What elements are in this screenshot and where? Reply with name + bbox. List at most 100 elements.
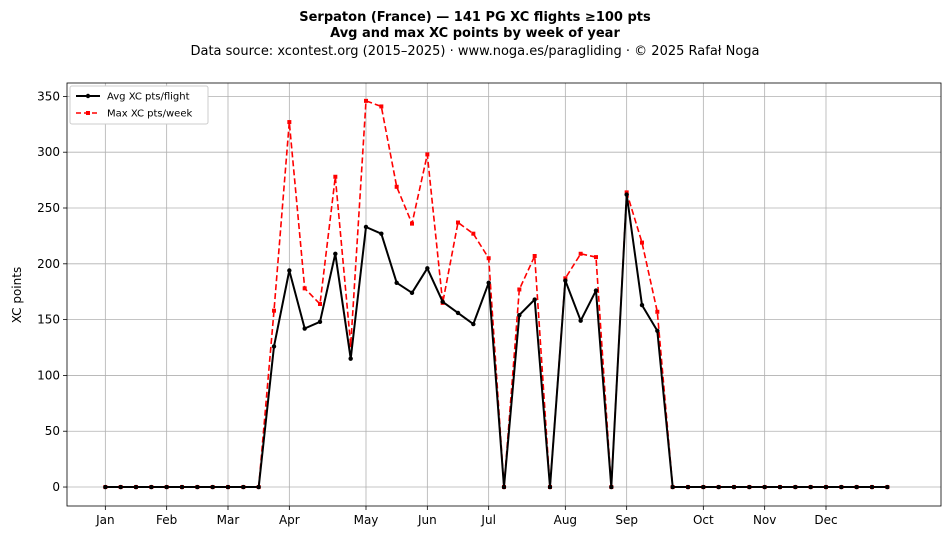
y-tick-label: 350	[37, 89, 60, 103]
data-point-avg	[624, 192, 629, 197]
legend-marker-avg	[85, 93, 91, 99]
y-tick-label: 50	[45, 424, 60, 438]
data-point-max	[624, 190, 629, 195]
x-tick-label: Oct	[693, 513, 714, 527]
data-point-avg	[823, 484, 829, 490]
data-point-max	[272, 308, 276, 313]
grid	[67, 83, 941, 506]
plot-frame	[66, 82, 942, 507]
data-point-avg	[685, 484, 691, 490]
data-point-avg	[118, 484, 123, 490]
data-point-avg	[747, 484, 752, 490]
data-point-max	[640, 240, 644, 245]
data-point-avg	[839, 484, 844, 490]
data-point-avg	[287, 268, 292, 273]
data-point-avg	[225, 484, 231, 490]
data-point-avg	[333, 251, 338, 256]
data-point-max	[410, 221, 414, 226]
y-tick-label: 250	[37, 201, 60, 215]
y-tick-label: 300	[37, 145, 60, 159]
data-point-avg	[256, 484, 261, 490]
y-axis-label: XC points	[10, 267, 24, 323]
legend-box	[69, 85, 209, 125]
chart-subtitle: Data source: xcontest.org (2015–2025) · …	[190, 44, 759, 59]
data-point-max	[425, 152, 430, 157]
y-tick-label: 200	[37, 257, 60, 271]
data-point-max	[563, 276, 568, 281]
x-tick-label: Aug	[554, 513, 577, 527]
data-point-avg	[455, 310, 461, 316]
data-point-avg	[854, 484, 859, 490]
data-point-avg	[195, 484, 200, 490]
x-tick-label: Jul	[480, 513, 495, 527]
data-point-avg	[655, 328, 660, 333]
data-point-avg	[716, 484, 721, 490]
data-point-avg	[532, 297, 537, 302]
x-tick-label: Dec	[814, 513, 837, 527]
data-point-max	[394, 184, 399, 189]
data-point-avg	[440, 299, 445, 304]
data-point-avg	[593, 288, 599, 293]
x-tick-label: Feb	[156, 513, 177, 527]
data-point-avg	[701, 484, 706, 490]
data-point-avg	[885, 484, 890, 490]
data-point-max	[486, 256, 491, 261]
series-line-1	[105, 100, 888, 488]
x-tick-label: Jun	[417, 513, 437, 527]
data-point-avg	[869, 484, 875, 490]
legend-marker-max	[86, 111, 90, 115]
series-layer	[103, 98, 890, 490]
chart-title-line1: Serpaton (France) — 141 PG XC flights ≥1…	[299, 10, 651, 25]
data-point-avg	[133, 484, 139, 490]
x-tick-label: Nov	[753, 513, 776, 527]
data-point-avg	[149, 484, 154, 490]
axes: 0 50 100 150 200 250 300 350 Jan Feb Mar Apr May Jun J…	[37, 82, 942, 527]
data-point-avg	[578, 318, 583, 323]
data-point-max	[517, 287, 522, 292]
data-point-avg	[241, 484, 246, 490]
x-tick-label: Apr	[279, 513, 300, 527]
data-point-max	[655, 309, 660, 314]
data-point-max	[578, 251, 583, 256]
data-point-max	[318, 301, 322, 306]
data-point-avg	[103, 484, 108, 490]
legend-label-avg: Avg XC pts/flight	[107, 92, 190, 103]
x-tick-label: Jan	[95, 513, 115, 527]
data-point-avg	[425, 266, 430, 271]
data-point-avg	[210, 484, 215, 490]
data-point-avg	[409, 290, 415, 296]
data-point-max	[364, 98, 368, 103]
data-point-avg	[486, 280, 491, 285]
data-point-max	[471, 231, 476, 236]
data-point-avg	[547, 484, 553, 490]
x-tick-label: Mar	[217, 513, 240, 527]
data-point-max	[333, 174, 338, 179]
data-point-max	[532, 253, 537, 258]
data-point-avg	[762, 484, 767, 490]
data-point-avg	[777, 484, 783, 490]
data-point-avg	[808, 484, 813, 490]
data-point-avg	[639, 302, 645, 308]
data-point-avg	[348, 356, 353, 361]
data-point-avg	[609, 484, 614, 490]
y-tick-label: 150	[37, 313, 60, 327]
data-point-avg	[394, 280, 399, 285]
y-tick-label: 100	[37, 368, 60, 382]
x-tick-label: Sep	[615, 513, 638, 527]
data-point-max	[594, 255, 598, 260]
data-point-max	[302, 286, 307, 291]
data-point-max	[348, 343, 353, 348]
x-tick-label: May	[354, 513, 379, 527]
data-point-avg	[793, 484, 798, 490]
y-tick-label: 0	[52, 480, 60, 494]
data-point-avg	[179, 484, 185, 490]
data-point-avg	[363, 224, 369, 230]
data-point-max	[287, 120, 292, 125]
data-point-avg	[670, 484, 675, 490]
data-point-avg	[271, 344, 277, 349]
legend: Avg XC pts/flight Max XC pts/week	[69, 85, 209, 125]
data-point-avg	[471, 321, 476, 327]
data-point-avg	[517, 312, 522, 318]
data-point-avg	[563, 278, 568, 283]
